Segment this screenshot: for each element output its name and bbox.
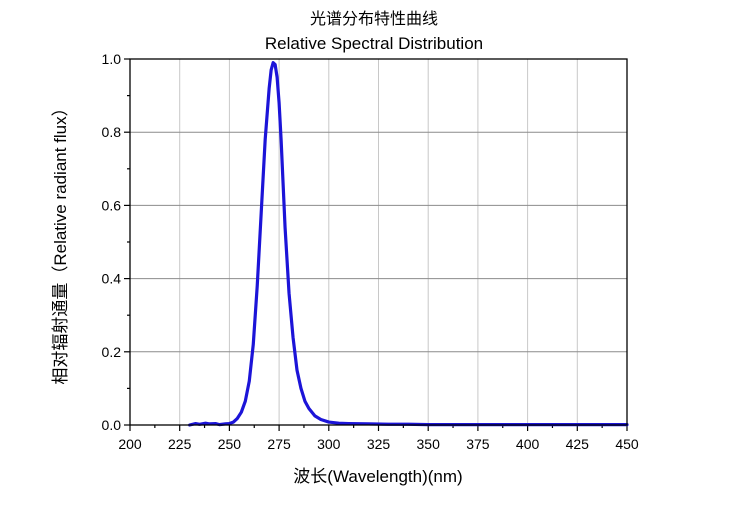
x-tick-label: 200 — [118, 436, 142, 452]
chart-title: 光谱分布特性曲线 — [310, 9, 438, 28]
grid-lines — [130, 59, 627, 425]
x-axis-label: 波长(Wavelength)(nm) — [293, 467, 462, 486]
y-tick-label: 0.6 — [102, 197, 122, 213]
x-tick-label: 400 — [516, 436, 540, 452]
plot-frame — [129, 58, 628, 426]
y-tick-label: 0.0 — [102, 417, 122, 433]
x-tick-label: 375 — [466, 436, 490, 452]
x-tick-label: 275 — [267, 436, 291, 452]
y-tick-label: 1.0 — [102, 51, 122, 67]
x-tick-label: 225 — [168, 436, 192, 452]
y-tick-label: 0.8 — [102, 124, 122, 140]
y-tick-label: 0.2 — [102, 344, 122, 360]
x-tick-label: 250 — [218, 436, 242, 452]
y-axis-label: 相对辐射通量（Relative radiant flux） — [51, 99, 70, 384]
series-line — [188, 61, 629, 427]
x-tick-label: 425 — [566, 436, 590, 452]
x-tick-label: 350 — [417, 436, 441, 452]
y-tick-label: 0.4 — [102, 271, 122, 287]
x-tick-label: 300 — [317, 436, 341, 452]
axis-ticks — [124, 58, 628, 431]
x-tick-label: 325 — [367, 436, 391, 452]
series-layer — [188, 61, 629, 427]
tick-labels: 200 225 250 275 300 325 350 375 400 425 450 0.0 0.2 0… — [102, 51, 639, 452]
x-tick-label: 450 — [615, 436, 639, 452]
chart-subtitle: Relative Spectral Distribution — [265, 34, 483, 53]
